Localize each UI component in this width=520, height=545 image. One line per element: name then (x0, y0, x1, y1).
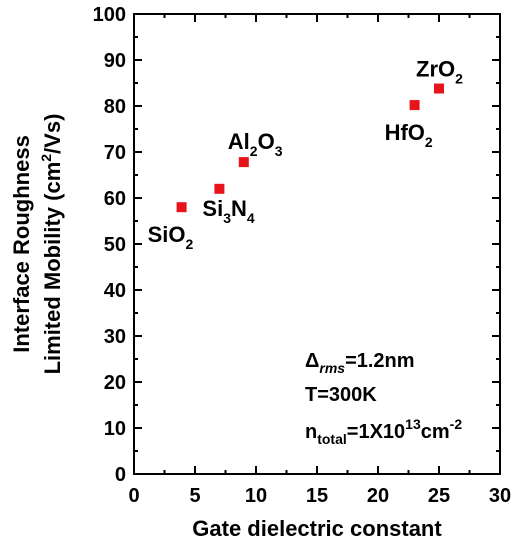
point-label: ZrO2 (416, 57, 463, 87)
density-n: n (305, 421, 317, 443)
point-label-text: ZrO (416, 57, 455, 82)
annotation-density: ntotal=1X1013cm-2 (305, 416, 462, 447)
density-unit-exponent: -2 (450, 416, 463, 432)
y-tick-label: 30 (104, 326, 126, 348)
x-tick-label: 25 (428, 485, 450, 507)
density-exponent: 13 (405, 416, 421, 432)
point-label-subscript: 2 (455, 71, 463, 87)
x-tick-label: 10 (245, 485, 267, 507)
y-axis-title-line2: Limited Mobility (cm2/Vs) (38, 114, 65, 375)
y-tick-label: 90 (104, 50, 126, 72)
data-point (238, 157, 249, 168)
density-unit: cm (421, 421, 450, 443)
y-tick-label: 20 (104, 372, 126, 394)
delta-subscript: rms (319, 360, 345, 376)
x-tick-label: 30 (489, 485, 511, 507)
data-point (409, 100, 420, 111)
x-tick-label: 0 (128, 485, 139, 507)
annotation-temperature: T=300K (305, 384, 377, 406)
data-point (214, 183, 225, 194)
y-axis-title-superscript: 2 (38, 154, 54, 162)
x-tick-label: 20 (367, 485, 389, 507)
y-tick-label: 0 (115, 464, 126, 486)
density-subscript: total (317, 431, 347, 447)
y-axis-title-main: Limited Mobility (cm (40, 162, 65, 375)
point-label: HfO2 (385, 120, 433, 150)
density-value: =1X10 (347, 421, 405, 443)
data-point (176, 202, 187, 213)
point-label: Al2O3 (228, 129, 283, 159)
y-tick-label: 10 (104, 418, 126, 440)
point-label-subscript: 3 (275, 143, 283, 159)
y-tick-label: 100 (93, 4, 126, 26)
point-label-subscript: 2 (425, 134, 433, 150)
point-label-subscript: 2 (250, 143, 258, 159)
x-axis-title: Gate dielectric constant (192, 516, 442, 541)
point-label-subscript: 4 (247, 210, 255, 226)
delta-value: =1.2nm (345, 350, 414, 372)
data-points (176, 83, 444, 213)
point-label-subscript: 2 (185, 236, 193, 252)
point-label-text: O (258, 129, 275, 154)
y-tick-label: 40 (104, 280, 126, 302)
point-label-text: N (231, 196, 247, 221)
point-label-text: Si (202, 196, 223, 221)
y-tick-label: 70 (104, 142, 126, 164)
point-label: Si3N4 (202, 196, 254, 226)
y-axis-title-line1: Interface Roughness (9, 135, 34, 353)
y-tick-label: 60 (104, 188, 126, 210)
y-tick-label: 80 (104, 96, 126, 118)
x-tick-label: 5 (189, 485, 200, 507)
point-label-subscript: 3 (223, 210, 231, 226)
point-label-text: HfO (385, 120, 425, 145)
data-point (434, 83, 444, 94)
y-axis-title-end: /Vs) (40, 114, 65, 154)
annotation-delta-rms: Δrms=1.2nm (305, 350, 415, 376)
ticks: 0 5 10 15 20 25 30 0 10 20 30 40 50 60 70 80 90 100 (93, 4, 512, 507)
y-tick-label: 50 (104, 234, 126, 256)
point-label: SiO2 (148, 222, 194, 252)
point-label-text: Al (228, 129, 250, 154)
x-tick-label: 15 (306, 485, 328, 507)
delta-symbol: Δ (305, 350, 319, 372)
point-label-text: SiO (148, 222, 186, 247)
